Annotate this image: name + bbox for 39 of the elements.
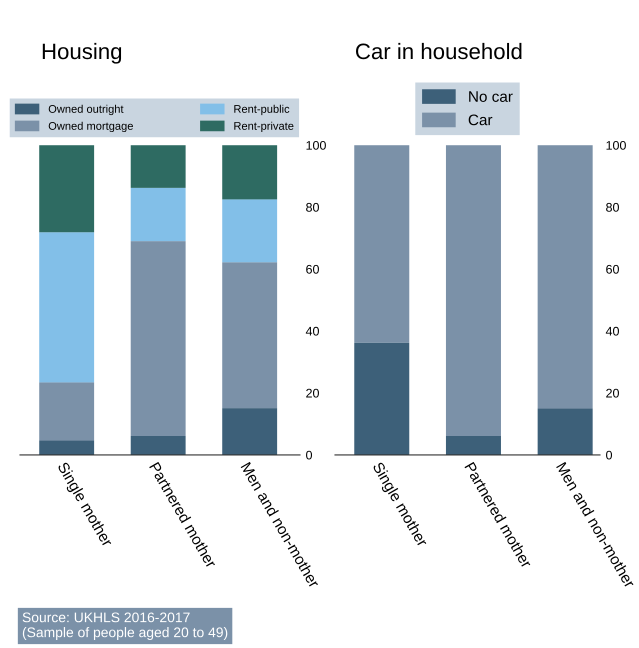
bar — [222, 199, 278, 262]
bar — [130, 188, 186, 242]
y-tick-label: 80 — [606, 202, 619, 212]
bar — [354, 145, 410, 343]
y-tick-label: 40 — [306, 326, 319, 336]
bar — [222, 262, 278, 408]
y-tick-label: 60 — [306, 264, 319, 274]
y-tick-label: 100 — [606, 140, 626, 150]
bar — [39, 145, 94, 232]
y-tick-label: 20 — [306, 388, 319, 398]
bar — [130, 145, 186, 188]
bar — [354, 342, 410, 455]
y-tick-label: 0 — [606, 450, 612, 460]
y-tick-label: 100 — [306, 140, 326, 150]
y-tick-label: 80 — [306, 202, 319, 212]
bar — [222, 145, 278, 200]
chart-title: Housing — [42, 42, 122, 64]
bar — [39, 382, 94, 440]
bar — [538, 408, 593, 455]
bar — [538, 145, 593, 408]
legend-label: Rent-public — [234, 104, 290, 116]
bar — [222, 408, 278, 455]
legend-label: Rent-private — [234, 122, 294, 132]
bar — [446, 436, 501, 455]
bar — [39, 232, 94, 382]
bar — [130, 436, 186, 455]
legend-label: Owned outright — [48, 104, 124, 116]
legend-label: Owned mortgage — [48, 122, 133, 132]
y-tick-label: 0 — [306, 450, 312, 460]
source-note: Source: UKHLS 2016-2017 (Sample of people aged 20 to 49) — [22, 612, 228, 640]
bar — [130, 241, 186, 436]
y-tick-label: 60 — [606, 264, 619, 274]
y-tick-label: 40 — [606, 326, 619, 336]
legend-label: Car — [468, 114, 492, 126]
bar — [39, 440, 94, 455]
y-tick-label: 20 — [606, 388, 619, 398]
legend-label: No car — [469, 91, 513, 102]
chart-title: Car in household — [356, 42, 522, 60]
bar — [446, 145, 501, 436]
